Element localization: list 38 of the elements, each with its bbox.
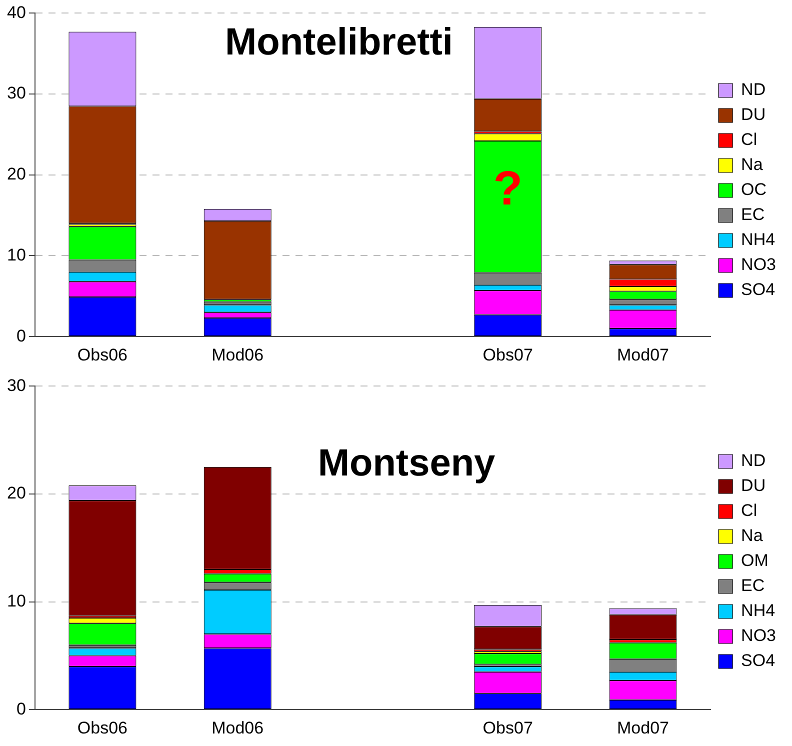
- legend-label: Na: [741, 155, 764, 174]
- legend-label: Cl: [741, 130, 758, 150]
- y-tick-label: 0: [16, 326, 26, 346]
- legend-label: SO4: [741, 651, 776, 670]
- y-tick-label: 20: [6, 484, 26, 503]
- x-tick-label: Obs07: [482, 345, 533, 364]
- legend-label: NO3: [741, 626, 776, 646]
- chart-title: Montelibretti: [224, 22, 453, 64]
- x-tick-label: Obs07: [482, 718, 533, 738]
- text: Montseny: [318, 442, 496, 485]
- legend-label: Cl: [741, 501, 758, 520]
- y-tick-label: 20: [6, 164, 26, 184]
- x-tick-label: Obs06: [77, 345, 128, 364]
- legend-label: ND: [741, 451, 766, 470]
- legend-label: OM: [741, 551, 768, 570]
- legend-label: OC: [741, 180, 767, 200]
- legend-label: ND: [741, 80, 766, 100]
- x-tick-label: Mod07: [616, 345, 669, 364]
- y-tick-label: 10: [6, 245, 26, 264]
- y-tick-label: 30: [6, 84, 26, 103]
- legend-label: NH4: [741, 601, 776, 620]
- y-tick-label: 40: [6, 2, 26, 22]
- y-tick-label: 0: [16, 699, 26, 718]
- x-tick-label: Mod06: [212, 345, 264, 364]
- y-tick-label: 30: [6, 376, 26, 395]
- y-tick-label: 10: [6, 591, 26, 610]
- x-tick-label: Mod07: [616, 718, 669, 738]
- legend-label: Na: [741, 526, 764, 546]
- x-tick-label: Obs06: [77, 718, 128, 738]
- legend-label: DU: [741, 476, 766, 496]
- legend-label: EC: [741, 576, 765, 596]
- annotation: ?: [493, 162, 523, 216]
- legend-label: NH4: [741, 230, 776, 250]
- legend-label: NO3: [741, 255, 776, 274]
- x-tick-label: Mod06: [212, 718, 264, 738]
- legend-label: SO4: [741, 280, 776, 300]
- legend-label: DU: [741, 105, 766, 124]
- legend-label: EC: [741, 205, 765, 224]
